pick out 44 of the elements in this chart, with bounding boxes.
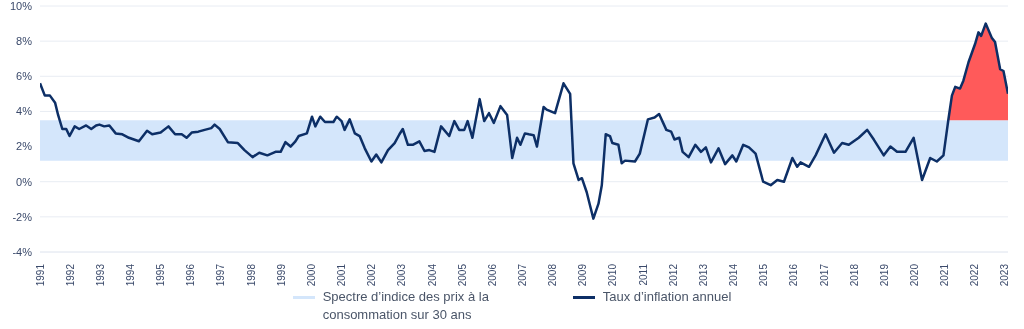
x-tick-label: 2022	[969, 263, 981, 287]
legend-label: Spectre d’indice des prix à la consommation sur 30 ans	[322, 288, 490, 324]
y-tick-label: -2%	[12, 210, 33, 223]
legend-label: Taux d’inflation annuel	[602, 288, 732, 306]
x-tick-label: 2006	[486, 263, 498, 287]
y-tick-label: 6%	[16, 70, 33, 83]
x-tick-label: 2005	[456, 263, 468, 287]
x-tick-label: 1999	[275, 263, 287, 287]
x-tick-label: 2004	[426, 263, 438, 287]
y-tick-label: 10%	[9, 0, 33, 12]
x-tick-label: 2011	[637, 263, 649, 286]
x-tick-label: 1998	[245, 263, 257, 287]
x-tick-label: 2018	[848, 263, 860, 287]
x-tick-label: 2023	[999, 263, 1011, 287]
x-tick-label: 2016	[788, 263, 800, 287]
x-tick-label: 2013	[697, 263, 709, 287]
y-tick-label: -4%	[12, 245, 33, 258]
x-tick-label: 1991	[34, 263, 46, 287]
x-tick-label: 2001	[336, 263, 348, 287]
x-tick-label: 2017	[818, 263, 830, 287]
x-tick-label: 2014	[728, 263, 740, 287]
x-tick-label: 2015	[758, 263, 770, 287]
x-tick-label: 1993	[94, 263, 106, 287]
x-tick-label: 1997	[215, 263, 227, 287]
line-series	[40, 22, 1008, 220]
y-tick-label: 2%	[16, 140, 33, 153]
x-tick-label: 2007	[516, 263, 528, 287]
y-tick-label: 4%	[16, 105, 33, 118]
x-tick-label: 2012	[667, 263, 679, 287]
x-tick-label: 2003	[396, 263, 408, 287]
x-tick-label: 2008	[547, 263, 559, 287]
y-tick-label: 8%	[16, 35, 33, 48]
x-tick-label: 2010	[607, 263, 619, 287]
x-tick-label: 2021	[939, 263, 951, 287]
x-tick-label: 1992	[64, 263, 76, 287]
x-tick-label: 1994	[124, 263, 136, 287]
x-tick-label: 2020	[909, 263, 921, 287]
x-tick-label: 1995	[155, 263, 167, 287]
y-tick-label: 0%	[16, 175, 33, 188]
x-tick-label: 2009	[577, 263, 589, 287]
x-tick-label: 2002	[366, 263, 378, 287]
x-tick-label: 2019	[878, 263, 890, 287]
x-tick-label: 1996	[185, 263, 197, 287]
x-tick-label: 2000	[305, 263, 317, 287]
